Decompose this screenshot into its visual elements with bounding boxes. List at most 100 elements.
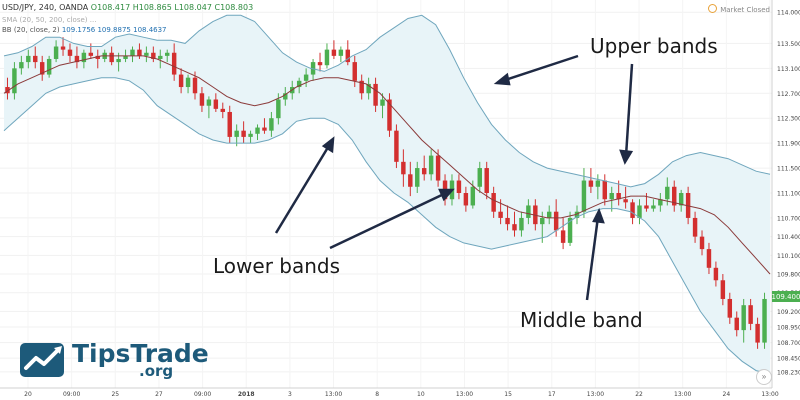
candle — [324, 43, 330, 69]
candle-body — [498, 211, 503, 218]
candle-body — [26, 55, 31, 63]
candle-body — [359, 80, 364, 94]
time-tick-label: 8 — [375, 391, 379, 398]
candle-body — [234, 130, 239, 137]
band-fill-area — [4, 15, 770, 374]
candle-body — [164, 52, 170, 56]
sma-indicator-label[interactable]: SMA (20, 50, 200, close) ... — [2, 16, 97, 24]
candle-body — [331, 49, 337, 56]
price-tick-label: 108.450 — [777, 356, 800, 363]
candle-body — [81, 52, 87, 63]
candle-body — [303, 74, 309, 81]
candle-body — [248, 133, 253, 137]
candle-body — [158, 55, 163, 59]
price-axis[interactable]: 114.000 113.500 113.100 112.700 112.300 111.9… — [777, 10, 800, 377]
candle — [359, 74, 364, 100]
candle-body — [421, 168, 427, 175]
candle — [88, 43, 94, 59]
candle — [415, 161, 420, 193]
grid — [0, 0, 772, 388]
candle — [303, 68, 309, 88]
candle — [463, 186, 469, 212]
candle-body — [19, 62, 24, 69]
chart-symbol-header[interactable]: USD/JPY, 240, OANDA O108.417 H108.865 L1… — [2, 3, 253, 12]
candle — [206, 96, 212, 119]
candle — [39, 55, 45, 81]
candle — [345, 40, 351, 66]
candle — [331, 40, 337, 59]
ohlc-open-key: O — [90, 3, 98, 12]
candle-body — [53, 46, 59, 59]
candle-body — [637, 205, 642, 218]
lower-bands-annotation: Lower bands — [213, 254, 341, 278]
candle-body — [352, 62, 357, 81]
price-tick-label: 111.500 — [777, 166, 800, 173]
candle-body — [540, 217, 545, 225]
candle — [255, 124, 260, 141]
upper-band-line — [3, 14, 771, 188]
candle — [33, 46, 38, 69]
candle — [269, 111, 274, 137]
candle-body — [109, 52, 114, 63]
bb-middle-value: 109.1756 — [61, 26, 96, 34]
candle-body — [720, 280, 726, 299]
candle-body — [387, 99, 392, 131]
candle-body — [678, 193, 684, 206]
candle — [158, 49, 163, 69]
candle-body — [456, 180, 462, 193]
time-tick-label: 3 — [288, 391, 292, 398]
candle-body — [213, 99, 219, 109]
time-tick-label: 13:00 — [587, 391, 604, 398]
candle-body — [33, 55, 38, 63]
upper-bands-annotation: Upper bands — [590, 34, 718, 58]
price-tick-label: 108.700 — [777, 340, 800, 347]
candle — [213, 93, 219, 112]
candle-body — [192, 77, 198, 94]
candle-body — [665, 186, 670, 200]
candle — [60, 37, 66, 56]
candle-body — [74, 55, 80, 63]
candle-body — [526, 205, 531, 218]
candle-body — [310, 62, 316, 75]
candle-body — [727, 298, 733, 318]
candle — [560, 217, 566, 250]
candle — [484, 161, 489, 200]
candle-body — [762, 298, 767, 343]
price-tick-label: 109.800 — [777, 272, 800, 279]
time-axis[interactable]: 20 09:00 25 27 09:00 2018 3 13:00 8 10 13:00 15 17 13… — [24, 391, 779, 398]
candle-body — [741, 305, 746, 331]
candle-body — [380, 99, 385, 106]
candle-body — [428, 155, 434, 175]
candle-body — [512, 224, 517, 231]
candle-body — [12, 68, 17, 94]
candle-body — [262, 127, 267, 131]
candle-body — [283, 93, 288, 100]
candle-body — [60, 46, 66, 50]
candle-body — [373, 83, 378, 106]
candle-body — [366, 83, 371, 94]
candle — [519, 211, 524, 237]
candle — [672, 180, 677, 212]
candles-group — [5, 37, 767, 349]
last-price-marker: 109.400 — [772, 291, 800, 302]
candle-body — [144, 52, 149, 56]
candle-body — [651, 205, 656, 209]
candle-body — [67, 49, 73, 56]
candle — [401, 149, 406, 187]
candle-body — [255, 127, 260, 134]
candle — [567, 211, 573, 246]
price-tick-label: 110.100 — [777, 253, 800, 260]
ohlc-low-key: L — [174, 3, 179, 12]
candle — [164, 49, 170, 63]
logo-brand: TipsTrade — [72, 339, 209, 368]
scroll-to-realtime-button[interactable]: » — [756, 369, 772, 385]
time-tick-label: 20 — [24, 391, 32, 398]
bb-indicator-label[interactable]: BB (20, close, 2) 109.1756 109.8875 108.… — [2, 26, 167, 34]
candle-body — [345, 49, 351, 63]
candle — [734, 311, 739, 337]
time-tick-label: 15 — [504, 391, 512, 398]
candle-body — [470, 186, 476, 206]
candle-body — [408, 174, 413, 187]
candle — [491, 186, 496, 218]
bb-upper-value: 109.8875 — [97, 26, 131, 34]
